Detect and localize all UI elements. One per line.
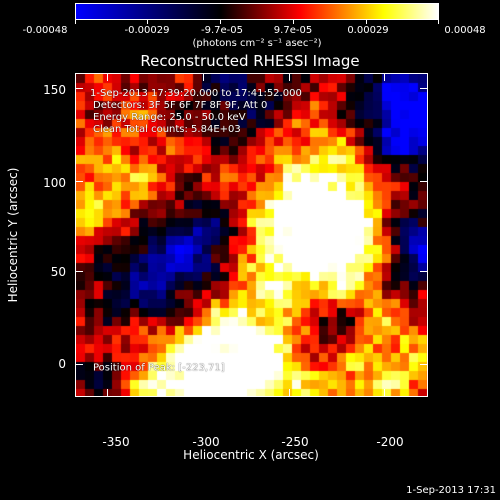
plot-timestamp: 1-Sep-2013 17:31 xyxy=(406,485,496,496)
y-major-tick xyxy=(75,181,83,182)
x-major-tick xyxy=(384,389,385,397)
colorbar-tick-label: 0.00048 xyxy=(444,25,486,36)
x-major-tick-top xyxy=(289,73,290,81)
x-tick-label: -300 xyxy=(192,435,220,449)
x-tick-label: -200 xyxy=(376,435,404,449)
x-tick-label: -250 xyxy=(281,435,309,449)
y-major-tick xyxy=(75,88,83,89)
y-major-tick xyxy=(75,364,83,365)
y-axis-title: Heliocentric Y (arcsec) xyxy=(6,167,20,303)
x-major-tick xyxy=(107,389,108,397)
y-major-tick-right xyxy=(420,271,428,272)
x-major-tick-top xyxy=(107,73,108,81)
colorbar-tick xyxy=(147,19,148,24)
colorbar xyxy=(75,3,439,20)
colorbar-tick xyxy=(366,19,367,24)
colorbar-unit-label: (photons cm⁻² s⁻¹ asec⁻²) xyxy=(192,38,322,49)
x-major-tick xyxy=(289,389,290,397)
y-tick-label: 100 xyxy=(43,176,66,190)
colorbar-tick-label: 9.7e-05 xyxy=(273,25,313,36)
energy-range-text: Energy Range: 25.0 - 50.0 keV xyxy=(93,112,246,123)
colorbar-tick-label: -0.00029 xyxy=(124,25,170,36)
image-plot-area: 1-Sep-2013 17:39:20.000 to 17:41:52.000 … xyxy=(75,73,428,397)
plot-title: Reconstructed RHESSI Image xyxy=(140,52,360,70)
time-range-text: 1-Sep-2013 17:39:20.000 to 17:41:52.000 xyxy=(90,88,302,99)
y-major-tick-right xyxy=(420,88,428,89)
total-counts-text: Clean Total counts: 5.84E+03 xyxy=(93,124,241,135)
x-tick-label: -350 xyxy=(102,435,130,449)
colorbar-tick xyxy=(293,19,294,24)
y-major-tick-right xyxy=(420,364,428,365)
x-major-tick xyxy=(203,389,204,397)
detectors-text: Detectors: 3F 5F 6F 7F 8F 9F, Att 0 xyxy=(93,100,268,111)
reconstructed-image-map xyxy=(76,74,427,396)
colorbar-tick-label: 0.00029 xyxy=(347,25,389,36)
y-major-tick xyxy=(75,271,83,272)
x-major-tick-top xyxy=(384,73,385,81)
y-major-tick-right xyxy=(420,181,428,182)
colorbar-tick xyxy=(438,19,439,24)
y-tick-label: 150 xyxy=(43,83,66,97)
y-tick-label: 0 xyxy=(58,357,66,371)
colorbar-tick xyxy=(75,19,76,24)
colorbar-tick-label: -9.7e-05 xyxy=(201,25,243,36)
peak-position-text: Position of Peak: [-223,71] xyxy=(93,362,225,374)
colorbar-tick xyxy=(220,19,221,24)
y-tick-label: 50 xyxy=(50,265,66,279)
x-axis-title: Heliocentric X (arcsec) xyxy=(183,448,319,462)
x-major-tick-top xyxy=(203,73,204,81)
colorbar-tick-label: -0.00048 xyxy=(22,25,68,36)
